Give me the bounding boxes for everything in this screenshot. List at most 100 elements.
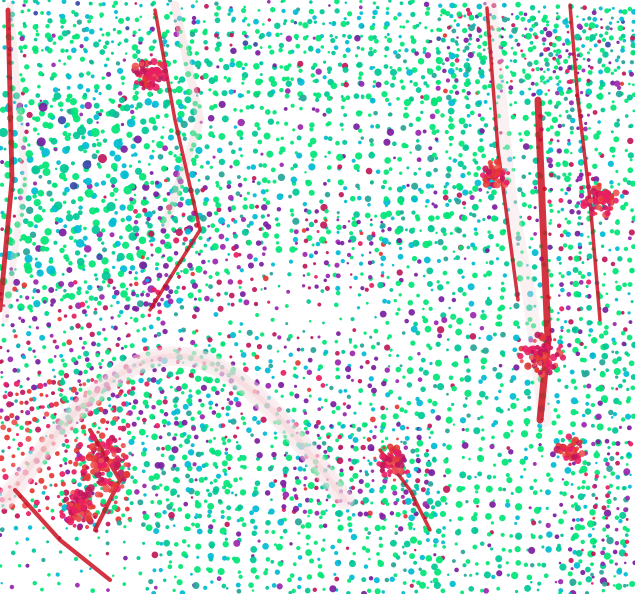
Point <box>519 76 530 86</box>
Point <box>252 400 262 410</box>
Point <box>64 499 74 508</box>
Point <box>305 43 316 53</box>
Point <box>483 172 493 182</box>
Point <box>58 505 68 515</box>
Point <box>207 76 217 86</box>
Point <box>149 43 159 52</box>
Point <box>578 258 588 267</box>
Point <box>334 557 344 567</box>
Point <box>300 200 310 209</box>
Point <box>389 68 399 77</box>
Point <box>10 365 20 375</box>
Point <box>438 494 448 504</box>
Point <box>224 513 234 523</box>
Point <box>91 112 102 122</box>
Point <box>367 23 377 33</box>
Point <box>566 86 576 96</box>
Point <box>94 462 104 471</box>
Point <box>591 178 601 188</box>
Point <box>361 525 371 534</box>
Point <box>124 182 135 191</box>
Point <box>47 74 57 83</box>
Point <box>276 86 286 95</box>
Point <box>487 442 497 451</box>
Point <box>502 62 512 72</box>
Point <box>155 354 165 364</box>
Point <box>83 471 93 481</box>
Point <box>41 148 51 157</box>
Point <box>158 215 168 225</box>
Point <box>194 286 204 296</box>
Point <box>79 93 90 102</box>
Point <box>171 169 182 179</box>
Point <box>15 561 25 570</box>
Point <box>452 33 462 42</box>
Point <box>178 388 188 397</box>
Point <box>436 382 446 391</box>
Point <box>289 586 299 594</box>
Point <box>556 517 566 526</box>
Point <box>239 419 250 428</box>
Point <box>341 0 351 8</box>
Point <box>392 227 403 236</box>
Point <box>551 63 561 72</box>
Point <box>35 381 45 391</box>
Point <box>140 398 150 407</box>
Point <box>585 196 595 206</box>
Point <box>183 95 193 105</box>
Point <box>567 105 577 115</box>
Point <box>16 70 26 80</box>
Point <box>174 384 184 393</box>
Point <box>612 525 622 535</box>
Point <box>438 7 448 16</box>
Point <box>564 443 574 452</box>
Point <box>1 380 11 389</box>
Point <box>124 214 134 223</box>
Point <box>109 292 119 302</box>
Point <box>74 505 84 514</box>
Point <box>12 420 22 429</box>
Point <box>579 54 589 64</box>
Point <box>566 148 577 158</box>
Point <box>27 486 37 495</box>
Point <box>627 359 635 368</box>
Point <box>103 466 113 475</box>
Point <box>76 496 86 505</box>
Point <box>351 435 361 445</box>
Point <box>5 73 15 83</box>
Point <box>307 333 317 342</box>
Point <box>157 465 167 474</box>
Point <box>166 86 176 95</box>
Point <box>546 170 556 180</box>
Point <box>290 364 300 373</box>
Point <box>131 304 142 314</box>
Point <box>332 372 342 382</box>
Point <box>152 519 163 529</box>
Point <box>389 560 399 570</box>
Point <box>220 539 231 549</box>
Point <box>348 483 358 492</box>
Point <box>607 13 617 23</box>
Point <box>540 346 551 355</box>
Point <box>11 396 21 406</box>
Point <box>66 416 76 425</box>
Point <box>107 219 117 228</box>
Point <box>573 228 584 237</box>
Point <box>321 347 331 357</box>
Point <box>577 523 587 532</box>
Point <box>421 298 431 307</box>
Point <box>625 255 635 265</box>
Point <box>7 501 17 511</box>
Point <box>321 396 331 405</box>
Point <box>615 254 625 264</box>
Point <box>191 71 201 81</box>
Point <box>536 351 546 361</box>
Point <box>620 505 631 514</box>
Point <box>601 29 612 38</box>
Point <box>606 159 616 169</box>
Point <box>583 79 593 89</box>
Point <box>194 102 204 111</box>
Point <box>461 394 471 403</box>
Point <box>499 485 509 494</box>
Point <box>477 126 487 135</box>
